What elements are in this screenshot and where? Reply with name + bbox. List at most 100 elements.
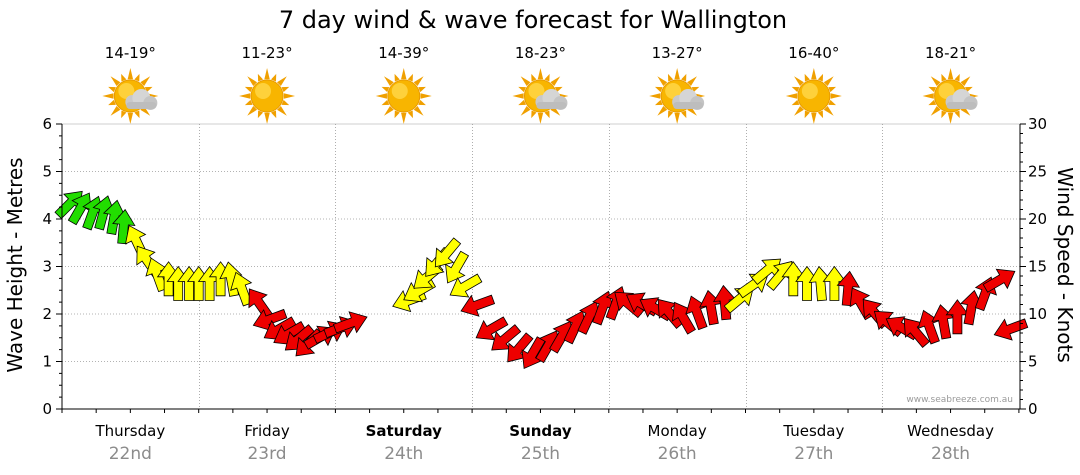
sun-ray [947,112,954,124]
sun-highlight [255,83,272,99]
date-label: 23rd [247,444,286,464]
sun-ray [121,110,127,119]
partly-cloudy-icon [922,68,979,124]
sun-ray [785,93,798,99]
sun-ray [512,93,524,99]
temp-range: 13-27° [652,44,703,62]
sun-ray [407,110,413,119]
wind-arrow-shape [982,268,1016,293]
wind-arrow [230,271,253,307]
y-tick-label: 1 [42,353,52,371]
sun-ray [381,99,390,106]
sun-ray [108,86,116,93]
sun-ray [667,73,674,82]
wind-arrow-shape [993,318,1029,341]
date-label: 27th [794,444,833,464]
sun-ray [794,76,804,87]
sun-ray [102,93,114,99]
sun-ray [811,68,817,80]
sun-ray [401,68,407,80]
sun-ray [270,110,277,119]
cloud-base [126,102,157,109]
sun-ray [657,105,668,116]
sun-ray [264,112,270,124]
plot-grid [61,123,1021,410]
wind-arrow-shape [836,270,861,307]
sun-ray [794,105,804,116]
sun-ray [811,112,817,124]
sunny-icon [375,68,432,124]
wind-arrow-shape [434,237,462,268]
sun-highlight [118,83,135,99]
temp-range: 14-39° [378,44,429,62]
sun-ray [244,86,253,93]
day-label: Friday [244,422,290,440]
wind-arrow [982,268,1016,293]
cloud-base [536,102,567,109]
sun-ray [127,112,134,124]
sun-ray [127,68,134,80]
temp-range: 14-19° [105,44,156,62]
sun-ray [537,112,544,124]
sun-ray [413,105,424,116]
wind-arrow-shape [460,294,496,317]
sun-ray [383,105,394,116]
sun-ray [654,99,663,106]
sun-ray [239,93,251,99]
temp-range: 16-40° [788,44,839,62]
temp-range: 18-23° [515,44,566,62]
cloud-base [673,102,704,109]
sun-ray [247,105,258,116]
sun-ray [674,68,680,80]
sun-ray [791,99,800,106]
sun-ray [657,76,668,87]
wind-arrow-shape [445,250,470,284]
y-axis-title: Wave Height - Metres [3,157,27,372]
y2-tick-label: 25 [1028,163,1047,181]
wind-arrow [112,208,136,245]
sun-highlight [391,83,408,99]
sun-ray [828,99,837,106]
day-label: Monday [648,422,707,440]
cloud-shape [672,89,705,110]
sun-ray [518,99,526,106]
sun-ray [687,76,697,87]
sun-ray [941,73,947,82]
sun-ray [922,93,934,99]
axes: 0 1 2 3 4 5 6 0 5 10 15 20 25 30 Thursday 22nd Friday 23r… [42,115,1047,464]
partly-cloudy-icon [102,68,159,124]
wind-arrow-shape [112,208,136,245]
date-label: 25th [521,444,560,464]
sun-ray [828,86,837,93]
wind-arrow-shape [332,311,368,334]
day-label: Tuesday [782,422,844,440]
cloud-shape [945,89,978,110]
y-tick-label: 2 [42,305,52,323]
wind-arrow-shape [230,271,253,307]
sun-ray [108,99,116,106]
wind-arrow [993,318,1029,341]
cloud-base [946,102,977,109]
y2-tick-label: 0 [1028,400,1038,418]
sun-ray [531,73,537,82]
sun-ray [691,86,700,93]
sun-ray [144,86,153,93]
cloud-shape [535,89,568,110]
cloud-shape [125,89,158,110]
date-label: 28th [931,444,970,464]
sun-ray [264,68,270,80]
sun-ray [420,93,432,99]
sun-ray [681,110,687,119]
sun-highlight [528,83,545,99]
watermark: www.seabreeze.com.au [906,395,1013,405]
sun-ray [277,76,287,87]
date-label: 24th [384,444,423,464]
wind-arrow [836,270,861,307]
sun-ray [965,86,973,93]
sun-ray [407,73,413,82]
sun-ray [134,110,140,119]
wind-arrow [449,273,483,298]
sun-ray [518,86,526,93]
sun-ray [281,99,290,106]
